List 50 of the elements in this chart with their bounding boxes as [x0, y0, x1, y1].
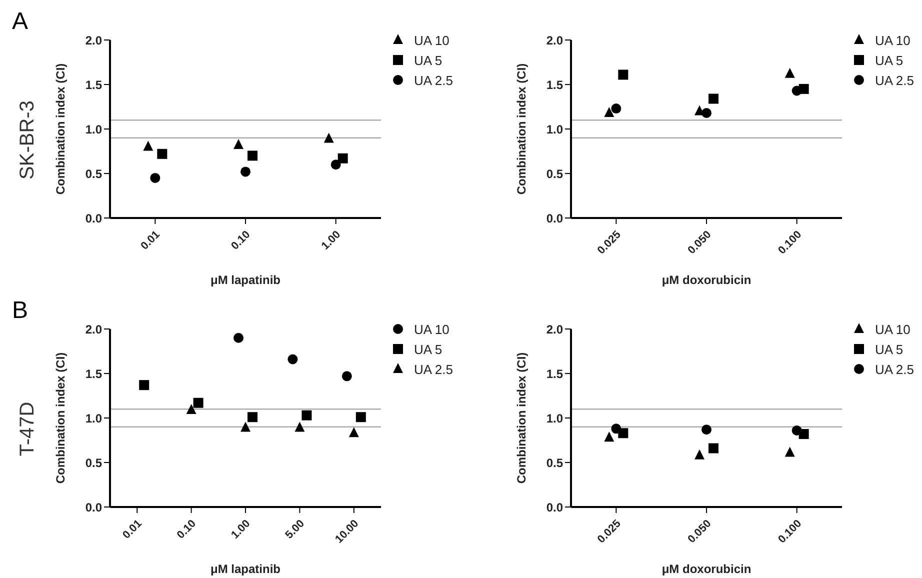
y-axis-title: Combination index (CI) [53, 352, 68, 484]
legend-label: UA 2.5 [874, 362, 914, 376]
x-tick-label: 0.10 [229, 228, 253, 252]
y-tick-label: 1.0 [546, 122, 564, 136]
y-tick-label: 0.5 [546, 456, 564, 470]
y-tick-label: 0.5 [85, 166, 102, 181]
legend-label: UA 10 [874, 322, 910, 336]
legend-label: UA 5 [414, 342, 442, 356]
x-axis-title: μM doxorubicin [662, 562, 752, 576]
y-tick-label: 0.5 [546, 166, 564, 181]
y-tick-label: 1.0 [85, 411, 102, 426]
legend-label: UA 10 [414, 32, 450, 48]
legend-label: UA 5 [874, 342, 904, 356]
legend-label: UA 5 [414, 52, 442, 68]
legend-label: UA 2.5 [414, 362, 453, 376]
y-tick-label: 0.0 [85, 500, 102, 514]
y-axis-title: Combination index (CI) [514, 352, 528, 484]
y-tick-label: 1.0 [85, 122, 102, 136]
y-tick-label: 0.0 [546, 211, 564, 226]
y-tick-label: 1.5 [85, 366, 102, 381]
y-tick-label: 0.0 [85, 211, 102, 226]
legend-label: UA 2.5 [874, 72, 914, 88]
y-axis-title: Combination index (CI) [53, 63, 68, 195]
legend-label: UA 10 [414, 322, 450, 336]
x-tick-label: 5.00 [283, 518, 307, 542]
y-tick-label: 1.0 [546, 411, 564, 426]
legend-label: UA 2.5 [414, 72, 453, 88]
legend-label: UA 10 [874, 32, 910, 48]
y-tick-label: 2.0 [85, 322, 102, 336]
y-tick-label: 0.0 [546, 500, 564, 514]
x-tick-label: 0.10 [174, 518, 199, 542]
y-tick-label: 2.0 [546, 33, 564, 48]
y-tick-label: 0.5 [85, 456, 102, 470]
x-tick-label: 1.00 [229, 518, 253, 542]
y-tick-label: 2.0 [85, 33, 102, 48]
y-tick-label: 1.5 [546, 78, 564, 92]
y-tick-label: 2.0 [546, 322, 564, 336]
text: B [12, 297, 28, 325]
x-axis-title: μM lapatinib [210, 273, 281, 287]
legend-label: UA 5 [874, 52, 904, 68]
x-axis-title: μM doxorubicin [662, 273, 752, 287]
text: A [12, 8, 28, 36]
x-tick-label: 0.01 [138, 228, 162, 252]
y-axis-title: Combination index (CI) [514, 63, 528, 195]
text: T-47D [16, 402, 40, 456]
y-tick-label: 1.5 [85, 78, 102, 92]
x-tick-label: 0.01 [120, 518, 144, 542]
y-tick-label: 1.5 [546, 366, 564, 381]
text: SK-BR-3 [16, 100, 40, 180]
x-axis-title: μM lapatinib [210, 562, 281, 576]
